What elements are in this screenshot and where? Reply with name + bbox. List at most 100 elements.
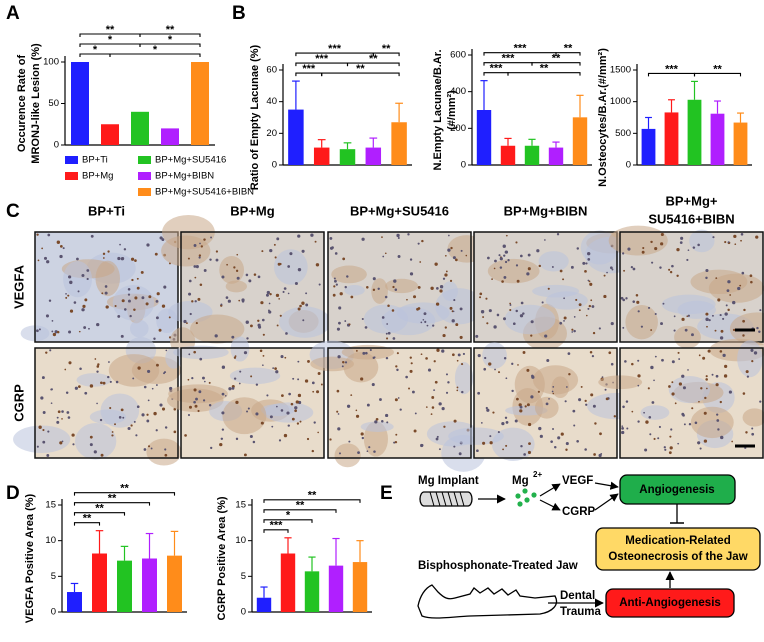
cell-nucleus: [505, 420, 509, 424]
cell-nucleus: [346, 275, 349, 278]
cell-nucleus: [600, 452, 603, 455]
cell-nucleus: [442, 333, 446, 338]
cell-nucleus: [670, 428, 673, 431]
cell-nucleus: [610, 362, 614, 366]
cell-nucleus: [582, 261, 586, 265]
cell-nucleus: [334, 279, 337, 283]
cell-nucleus: [227, 299, 231, 303]
cell-nucleus: [350, 295, 354, 299]
cell-nucleus: [208, 381, 211, 384]
cell-nucleus: [78, 330, 81, 333]
cell-nucleus: [483, 367, 487, 371]
cell-nucleus: [41, 247, 44, 250]
cell-nucleus: [259, 349, 263, 353]
cell-nucleus: [268, 309, 270, 312]
cell-nucleus: [71, 433, 75, 437]
cell-nucleus: [734, 243, 737, 246]
cell-nucleus: [755, 235, 759, 239]
cell-nucleus: [406, 298, 408, 301]
column-label: BP+Ti: [88, 203, 125, 218]
cell-nucleus: [594, 422, 597, 425]
cell-nucleus: [248, 279, 252, 283]
cell-nucleus: [132, 377, 135, 380]
cell-nucleus: [522, 351, 526, 354]
cell-nucleus: [346, 404, 351, 408]
cell-nucleus: [519, 409, 523, 413]
diagram-text: VEGF: [562, 475, 593, 487]
cell-nucleus: [48, 299, 52, 302]
cell-nucleus: [304, 379, 309, 383]
cell-nucleus: [445, 270, 448, 273]
cell-nucleus: [507, 259, 510, 262]
cell-nucleus: [480, 422, 483, 424]
cell-nucleus: [647, 306, 651, 309]
cell-nucleus: [732, 300, 736, 305]
cell-nucleus: [708, 318, 711, 322]
significance-bracket: [263, 519, 313, 523]
cell-nucleus: [498, 371, 501, 374]
cell-nucleus: [503, 254, 506, 257]
legend-label: BP+Ti: [82, 155, 108, 166]
cell-nucleus: [432, 324, 435, 327]
cell-nucleus: [221, 392, 225, 396]
cell-nucleus: [295, 400, 299, 404]
cell-nucleus: [301, 249, 305, 253]
cell-nucleus: [611, 268, 614, 271]
cell-nucleus: [405, 375, 408, 379]
cell-nucleus: [143, 448, 147, 451]
significance-label: **: [108, 493, 117, 505]
cell-nucleus: [609, 266, 613, 270]
tissue-region: [545, 291, 588, 310]
cell-nucleus: [396, 352, 399, 355]
cell-nucleus: [382, 255, 385, 258]
cell-nucleus: [537, 390, 540, 393]
cell-nucleus: [724, 240, 727, 244]
cell-nucleus: [290, 402, 294, 406]
legend-swatch: [138, 172, 151, 180]
cell-nucleus: [571, 331, 574, 333]
tissue-region: [742, 408, 764, 427]
cell-nucleus: [426, 324, 429, 327]
cell-nucleus: [725, 304, 728, 307]
cell-nucleus: [503, 317, 507, 321]
cell-nucleus: [90, 234, 94, 238]
cell-nucleus: [460, 363, 464, 366]
bar: [313, 147, 330, 165]
cell-nucleus: [86, 269, 90, 272]
cell-nucleus: [504, 416, 508, 420]
y-axis-label: VEGFA Positive Area (%): [24, 493, 36, 623]
cell-nucleus: [436, 435, 439, 438]
y-tick-label: 0: [272, 160, 277, 171]
cell-nucleus: [496, 313, 500, 317]
cell-nucleus: [130, 424, 133, 427]
cell-nucleus: [453, 445, 456, 448]
cell-nucleus: [135, 434, 138, 437]
significance-bracket: [73, 522, 101, 526]
cell-nucleus: [297, 267, 302, 272]
cell-nucleus: [719, 336, 724, 340]
cell-nucleus: [422, 318, 425, 321]
cell-nucleus: [528, 422, 532, 427]
cell-nucleus: [455, 323, 459, 327]
cell-nucleus: [86, 277, 89, 281]
cell-nucleus: [421, 444, 424, 447]
cell-nucleus: [336, 410, 339, 413]
cell-nucleus: [386, 323, 388, 325]
cell-nucleus: [433, 389, 436, 392]
cell-nucleus: [547, 287, 550, 290]
significance-bracket: [507, 72, 581, 76]
cell-nucleus: [42, 440, 46, 444]
cell-nucleus: [272, 367, 275, 369]
cell-nucleus: [210, 446, 213, 450]
cell-nucleus: [714, 329, 717, 332]
cell-nucleus: [366, 285, 369, 289]
bar: [71, 62, 89, 145]
tissue-region: [76, 373, 112, 387]
significance-label: ***: [502, 53, 516, 65]
arrow: [594, 481, 619, 490]
diagram-text: Trauma: [560, 606, 602, 618]
cell-nucleus: [673, 315, 676, 318]
cell-nucleus: [441, 349, 445, 353]
cell-nucleus: [76, 257, 79, 261]
implant-thread: [429, 491, 435, 507]
